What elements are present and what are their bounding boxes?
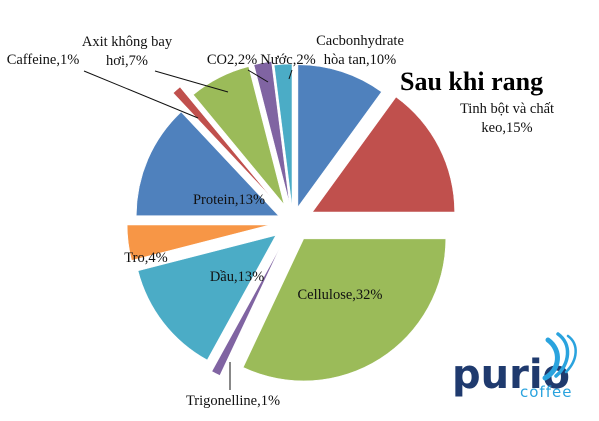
pie-slice — [253, 61, 290, 203]
slice-label: Axit không bay hơi,7% — [82, 34, 173, 69]
leader-line — [154, 70, 229, 93]
pie-slice — [297, 64, 382, 208]
pie-slice — [273, 63, 293, 207]
slice-labels: Cacbonhydrate hòa tan,10% Tinh bột và chất… — [7, 33, 554, 409]
logo-subtext: coffee — [520, 383, 572, 401]
pie-slice — [172, 86, 271, 197]
slice-label: Tro,4% — [124, 250, 167, 266]
chart-title: Sau khi rang — [400, 67, 543, 96]
pie-slice — [126, 224, 270, 261]
leader-line — [247, 69, 269, 83]
slice-label: CO2,2% — [207, 52, 257, 68]
slice-label: Tinh bột và chất keo,15% — [460, 101, 554, 136]
leader-lines — [83, 69, 293, 390]
pie-slice — [242, 238, 446, 382]
slice-label: Cacbonhydrate hòa tan,10% — [316, 33, 404, 68]
slice-label: Dầu,13% — [210, 269, 264, 285]
slice-label: Caffeine,1% — [7, 52, 80, 68]
leader-line — [83, 70, 199, 119]
slice-label: Nước,2% — [260, 52, 315, 68]
slice-label: Trigonelline,1% — [186, 393, 280, 409]
slice-label: Protein,13% — [193, 192, 265, 208]
leader-line — [288, 69, 293, 80]
pie-slices — [126, 61, 455, 382]
pie-slice — [137, 235, 277, 361]
pie-slice — [193, 66, 285, 205]
steam-icon — [542, 332, 577, 381]
pie-slice — [312, 96, 455, 213]
purio-coffee-logo: purio coffee — [452, 332, 577, 401]
pie-slice — [136, 111, 279, 216]
slice-label: Cellulose,32% — [298, 287, 383, 303]
pie-slice — [211, 246, 281, 376]
